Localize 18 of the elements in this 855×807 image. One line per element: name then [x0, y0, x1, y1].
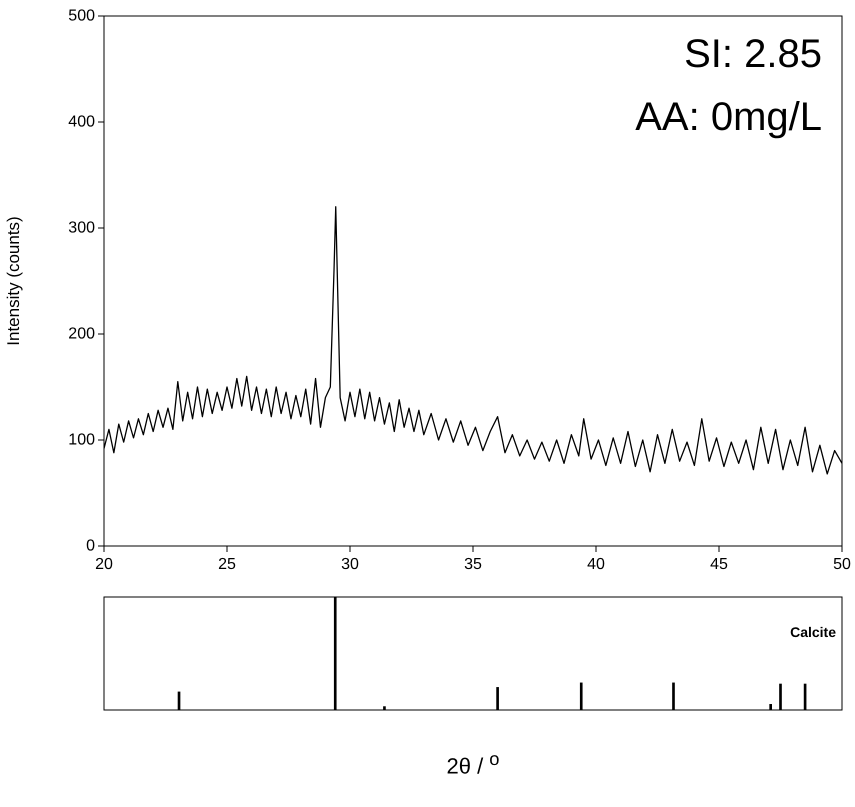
y-tick-label: 200 [68, 325, 96, 342]
x-tick-label: 30 [341, 556, 359, 574]
x-tick-label: 35 [464, 556, 482, 574]
x-axis-title: 2θ / $^{o}$ [446, 748, 500, 780]
annotation: AA: 0mg/L [635, 95, 822, 140]
x-tick-label: 50 [833, 556, 851, 574]
x-tick-label: 25 [218, 556, 236, 574]
y-axis-title: Intensity (counts) [4, 216, 23, 346]
y-tick-label: 400 [68, 113, 96, 130]
annotation: SI: 2.85 [684, 32, 822, 76]
annotation: Calcite [790, 624, 836, 640]
y-tick-label: 500 [68, 7, 96, 24]
x-tick-label: 40 [587, 556, 605, 574]
y-tick-label: 300 [68, 219, 96, 236]
y-tick-label: 0 [86, 537, 96, 554]
y-tick-label: 100 [68, 431, 96, 448]
x-tick-label: 20 [95, 556, 113, 574]
x-tick-label: 45 [710, 556, 728, 574]
